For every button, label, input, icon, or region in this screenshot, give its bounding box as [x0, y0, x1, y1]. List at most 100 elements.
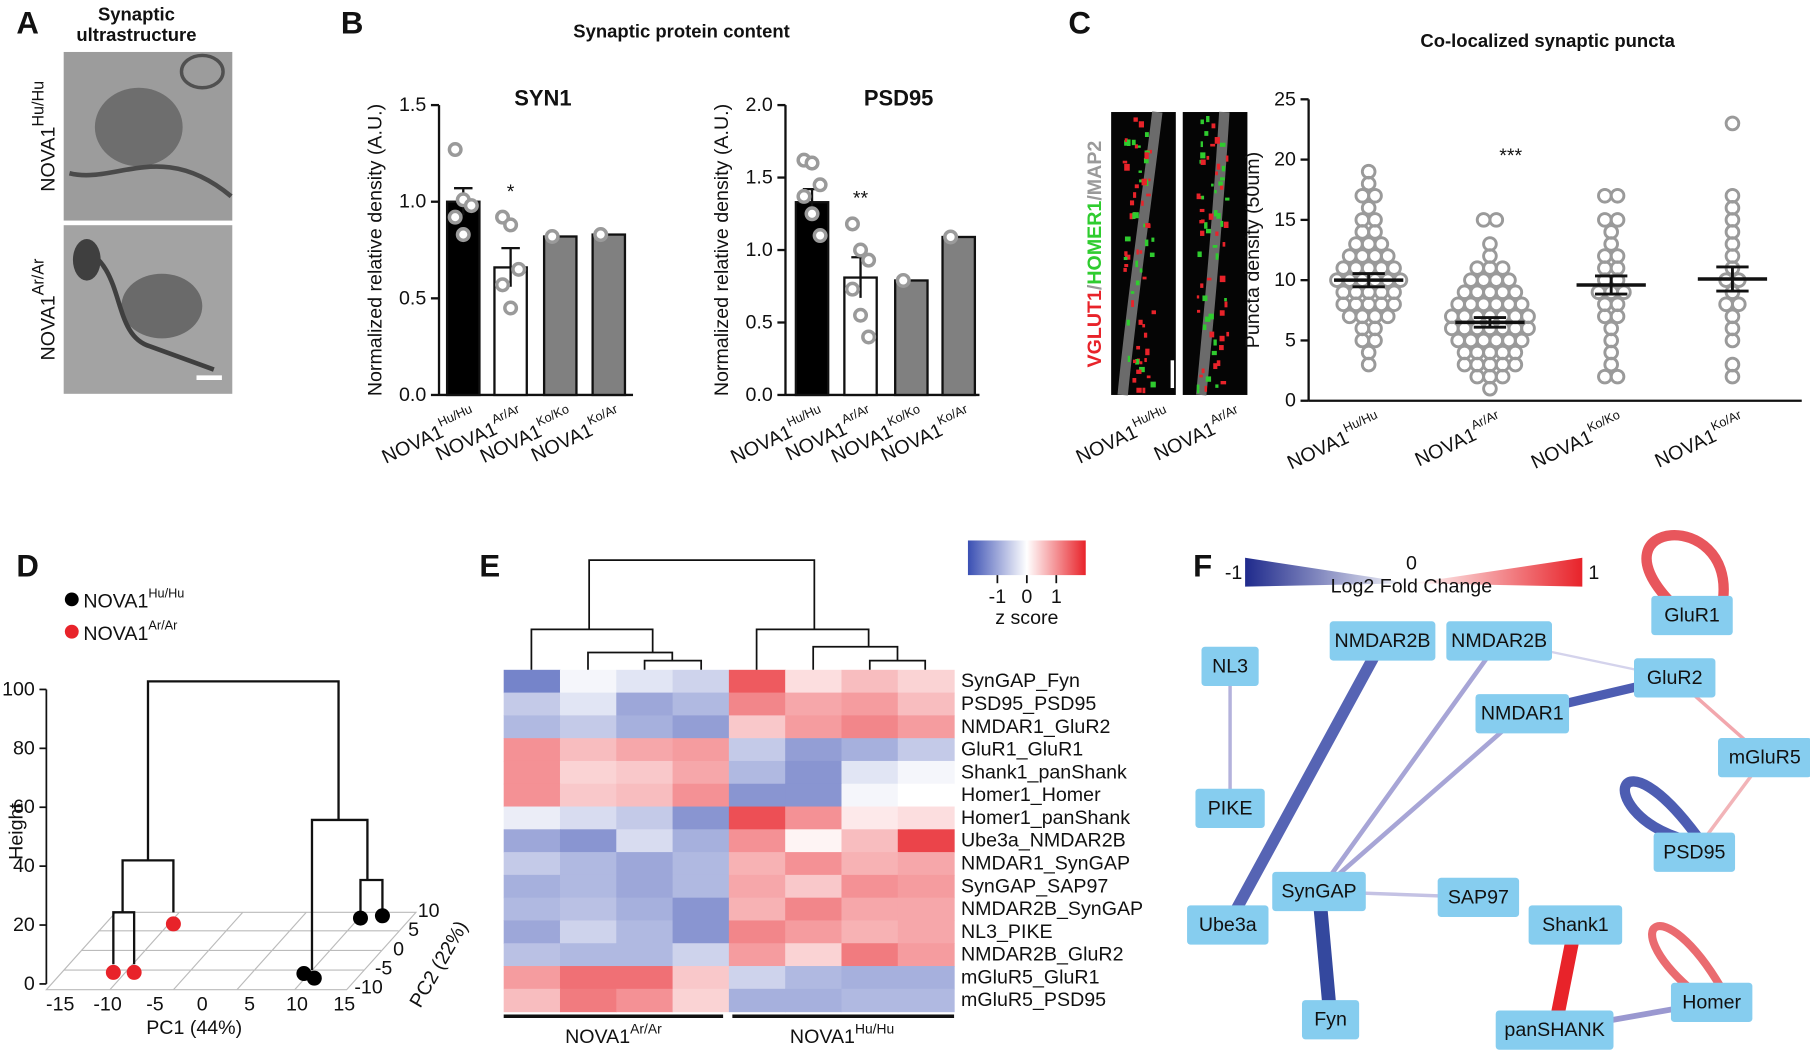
- row-label: SynGAP_SAP97: [961, 875, 1108, 897]
- row-label: NL3_PIKE: [961, 921, 1053, 943]
- significance: *: [507, 181, 515, 203]
- genotype-label: NOVA1Ko/Ko: [1526, 408, 1627, 474]
- data-point: [1501, 296, 1517, 313]
- data-point: [1597, 187, 1613, 204]
- data-point: [1463, 272, 1479, 288]
- data-point: [1520, 320, 1536, 337]
- x-tick-label: 0: [197, 994, 208, 1016]
- puncta: [1220, 177, 1225, 181]
- sample-point: [165, 916, 181, 932]
- puncta: [1130, 291, 1135, 294]
- data-point: [1450, 296, 1466, 313]
- puncta: [1133, 192, 1137, 198]
- puncta: [1142, 324, 1146, 328]
- x-tick-label: -15: [46, 994, 74, 1016]
- data-point: [1379, 308, 1396, 325]
- data-point: [1724, 368, 1741, 385]
- heat-cell: [672, 852, 730, 876]
- puncta: [1204, 316, 1211, 322]
- genotype-base: NOVA1: [38, 127, 60, 192]
- heat-cell: [672, 897, 730, 922]
- genotype-base: NOVA1: [790, 1026, 855, 1048]
- heat-cell: [559, 988, 617, 1013]
- heat-cell: [897, 669, 955, 694]
- heat-cell: [841, 692, 899, 716]
- edge: [1316, 711, 1525, 894]
- genotype-base: NOVA1: [1652, 425, 1720, 472]
- panel-letter: D: [16, 548, 39, 583]
- row-label: Homer1_Homer: [961, 784, 1101, 806]
- data-point: [895, 272, 911, 288]
- data-point: [1501, 332, 1517, 349]
- panel-title: ultrastructure: [76, 24, 196, 45]
- heat-cell: [672, 874, 730, 899]
- puncta: [1124, 138, 1128, 142]
- stain-label: VGLUT1/HOMER1/MAP2: [1084, 141, 1106, 368]
- heat-cell: [728, 806, 786, 830]
- data-point: [1360, 236, 1377, 252]
- heat-cell: [841, 738, 899, 762]
- network-node: [1437, 877, 1520, 917]
- heat-cell: [503, 943, 561, 967]
- x-tick-label: 5: [244, 994, 255, 1016]
- puncta: [1124, 163, 1130, 171]
- genotype-label: NOVA1Ar/Ar: [83, 619, 178, 645]
- data-point: [1354, 248, 1371, 264]
- legend-wedge: [1245, 557, 1412, 587]
- data-point: [1463, 332, 1479, 349]
- heat-cell: [616, 760, 674, 785]
- heat-cell: [672, 806, 730, 830]
- z-tick-label: 0: [393, 938, 404, 960]
- puncta: [1197, 251, 1202, 258]
- stain-name: MAP2: [1084, 141, 1106, 196]
- y-tick-label: 80: [13, 737, 35, 759]
- row-label: GluR1_GluR1: [961, 739, 1083, 761]
- puncta: [1146, 193, 1151, 197]
- data-point: [1367, 224, 1383, 240]
- puncta: [1133, 212, 1139, 219]
- z-tick-label: -5: [375, 957, 393, 979]
- puncta: [1215, 253, 1219, 260]
- heat-cell: [728, 715, 786, 739]
- data-point: [1488, 212, 1505, 228]
- data-point: [1373, 236, 1390, 252]
- puncta: [1211, 123, 1216, 129]
- puncta: [1216, 163, 1221, 170]
- heat-cell: [785, 669, 843, 694]
- puncta: [1197, 309, 1201, 313]
- genotype-superscript: Hu/Hu: [1130, 402, 1169, 430]
- texture: [179, 53, 225, 90]
- puncta: [1196, 384, 1200, 390]
- heat-cell: [785, 738, 843, 762]
- puncta: [1211, 183, 1214, 187]
- heat-cell: [616, 920, 674, 944]
- heat-cell: [559, 943, 617, 967]
- data-point: [861, 329, 877, 345]
- genotype-label: NOVA1Ar/Ar: [1410, 407, 1507, 471]
- y-tick-label: 15: [1274, 209, 1296, 231]
- y-tick-label: 20: [1274, 149, 1296, 171]
- genotype-base: NOVA1: [565, 1026, 630, 1048]
- data-point: [447, 209, 463, 225]
- texture: [68, 164, 233, 199]
- texture: [121, 273, 203, 339]
- heat-cell: [672, 715, 730, 739]
- stain-name: VGLUT1: [1084, 290, 1106, 368]
- data-point: [1360, 356, 1377, 373]
- fluorescence-images: [1111, 111, 1248, 396]
- heat-cell: [503, 760, 561, 785]
- micrographs: [63, 51, 233, 394]
- puncta: [1136, 249, 1139, 255]
- heat-cell: [559, 738, 617, 762]
- puncta: [1136, 369, 1142, 374]
- genotype-base: NOVA1: [1073, 421, 1141, 468]
- panel-title: Synaptic protein content: [573, 21, 790, 42]
- panel-letter: F: [1193, 548, 1212, 583]
- network-node: [1670, 982, 1753, 1023]
- heat-cell: [728, 783, 786, 808]
- puncta: [1213, 339, 1217, 346]
- puncta: [1215, 231, 1219, 236]
- heat-cell: [559, 829, 617, 853]
- heat-cell: [841, 943, 899, 967]
